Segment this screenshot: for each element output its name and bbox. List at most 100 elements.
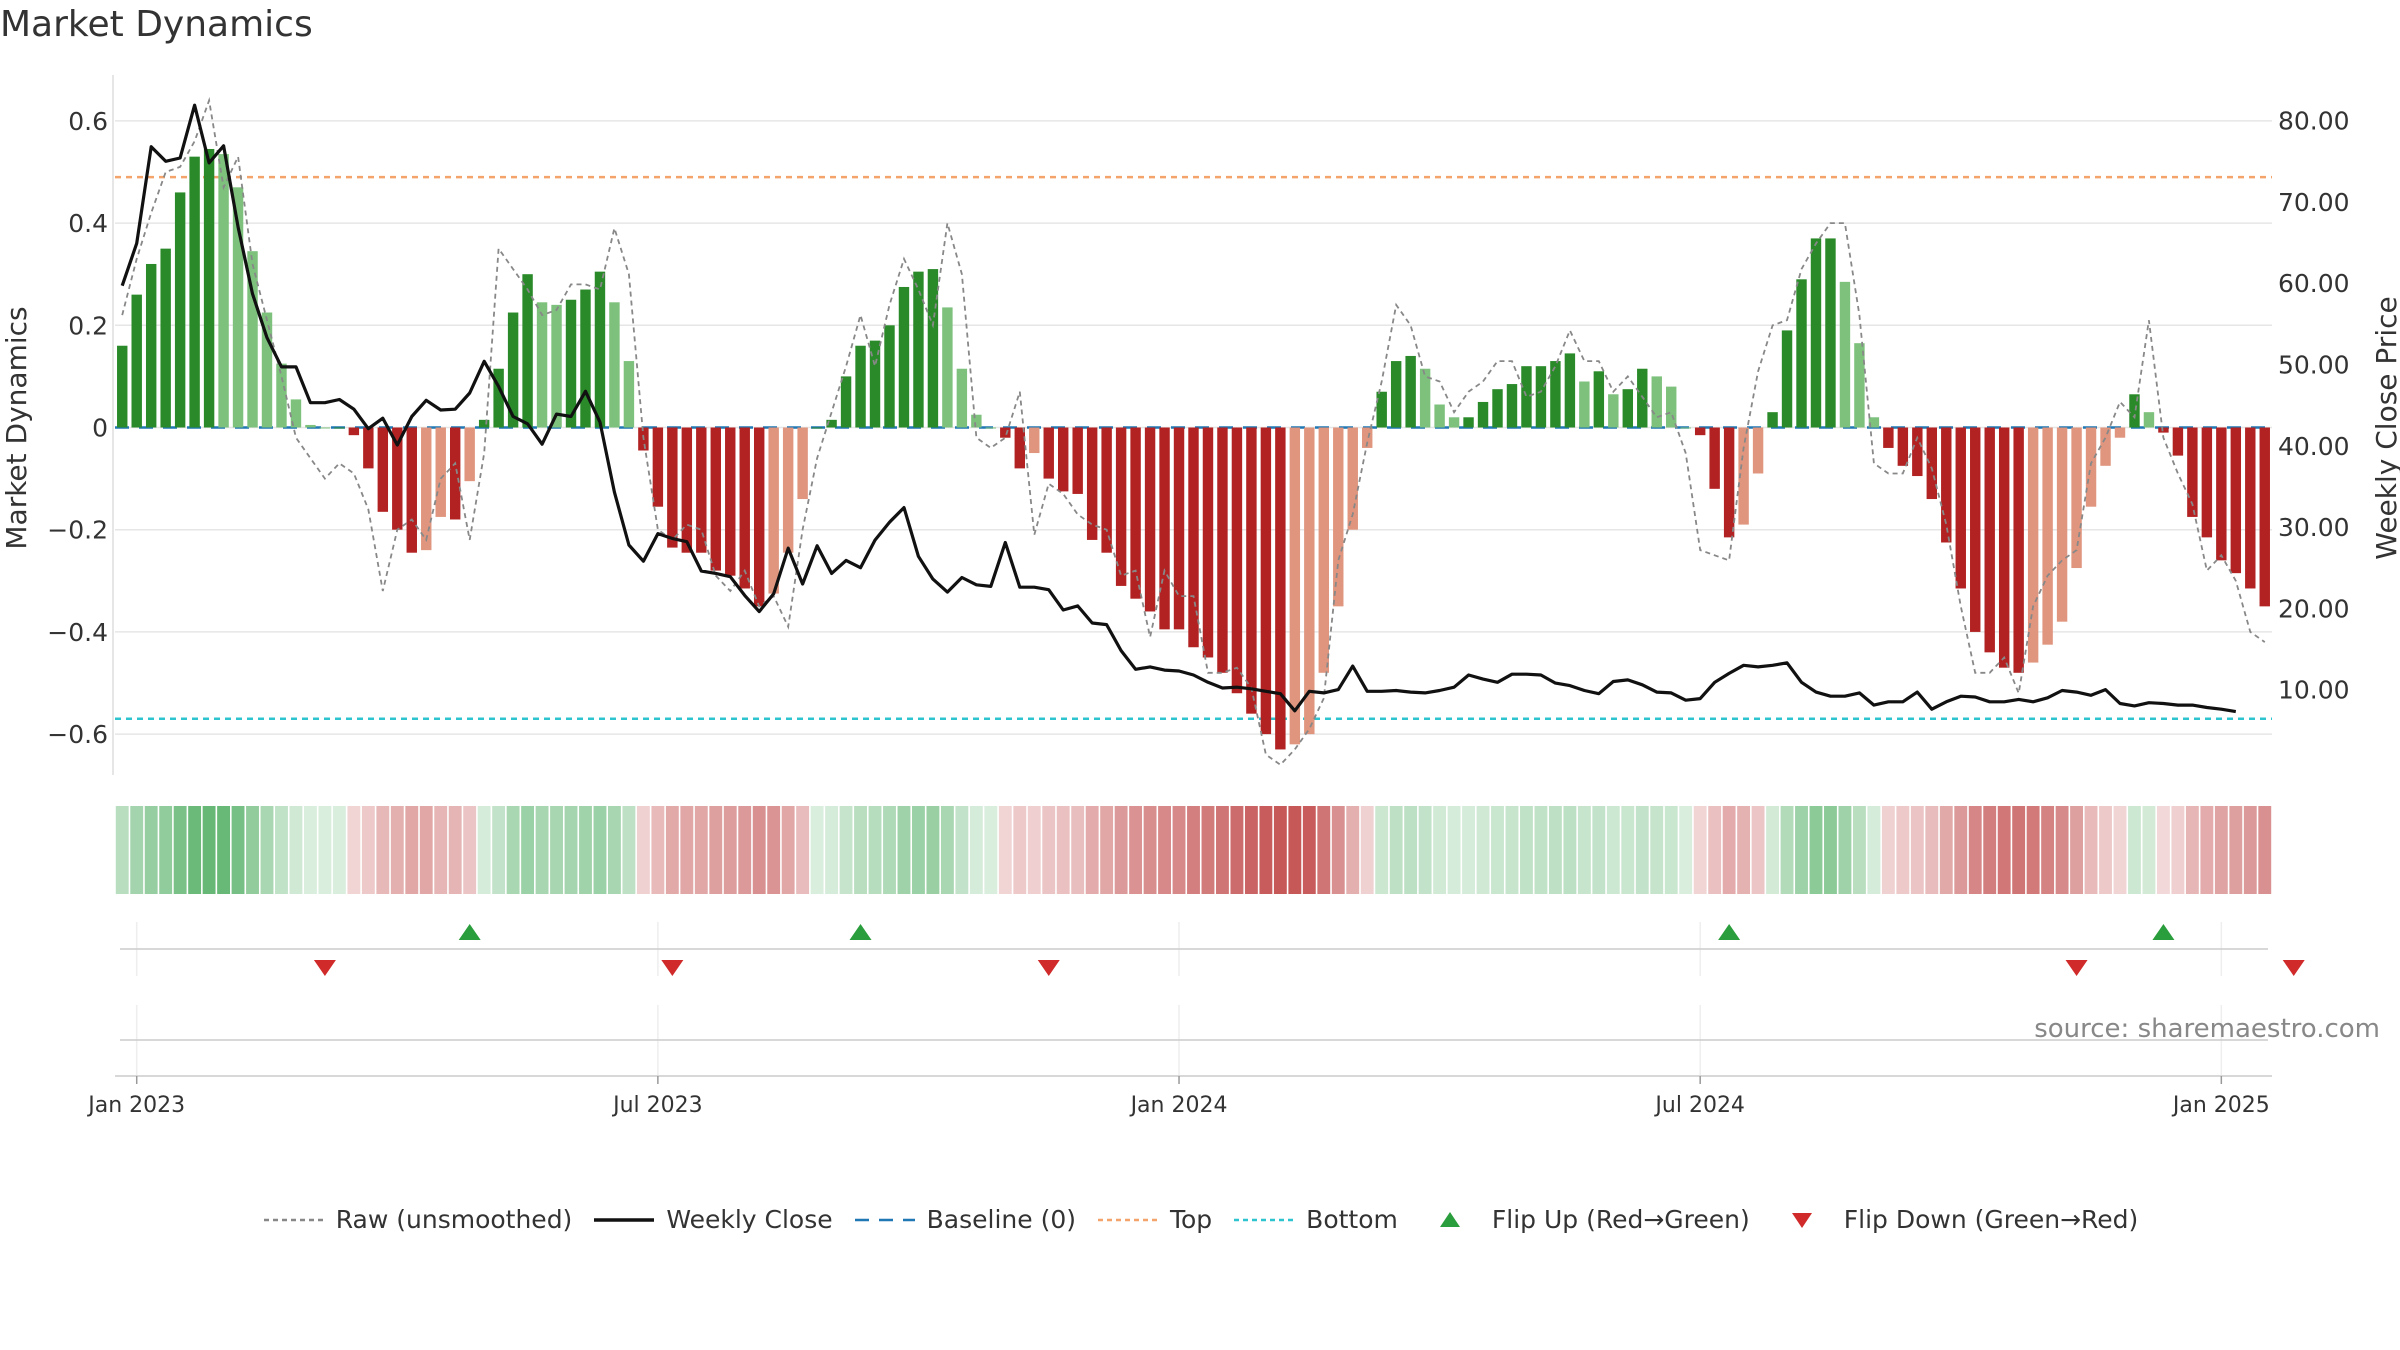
strip-cell	[390, 806, 404, 894]
strip-cell	[839, 806, 853, 894]
histogram-bar	[594, 271, 606, 428]
axes: 0.6 0.4 0.2 0 −0.2 −0.4 −0.6 80.00 70.00 60.00 50.…	[47, 75, 2350, 1118]
histogram-bar	[884, 325, 895, 428]
legend-label: Flip Down (Green→Red)	[1843, 1205, 2139, 1234]
strip-cell	[897, 806, 911, 894]
y-tick-label: −0.2	[47, 516, 108, 545]
y2-tick-label: 50.00	[2278, 351, 2350, 380]
strip-cell	[709, 806, 723, 894]
histogram-bar	[1275, 427, 1286, 750]
strip-cell	[2070, 806, 2084, 894]
histogram-bar	[1955, 427, 1966, 589]
source-note: source: sharemaestro.com	[2034, 1014, 2380, 1044]
histogram-bar	[971, 414, 982, 428]
strip-cell	[1635, 806, 1649, 894]
strip-cell	[665, 806, 679, 894]
strip-cell	[1867, 806, 1881, 894]
histogram-bar	[464, 427, 475, 482]
flip-up-marker	[458, 924, 481, 940]
y2-tick-label: 30.00	[2278, 513, 2350, 542]
histogram-bar	[1101, 427, 1112, 553]
strip-cell	[1114, 806, 1128, 894]
strip-cell	[2099, 806, 2112, 894]
strip-cell	[1650, 806, 1664, 894]
strip-cell	[1187, 806, 1200, 894]
strip-cell	[622, 806, 636, 894]
strip-cell	[1577, 806, 1591, 894]
strip-cell	[173, 806, 187, 894]
strip-cell	[1259, 806, 1273, 894]
strip-cell	[1331, 806, 1345, 894]
histogram-bar	[435, 427, 446, 517]
strip-cell	[1418, 806, 1432, 894]
histogram-bar	[1564, 353, 1576, 428]
strip-cell	[593, 806, 607, 894]
histogram-bar	[898, 286, 910, 428]
histogram-bar	[1115, 427, 1127, 586]
histogram-bar	[1173, 427, 1185, 630]
histogram-bar	[1419, 368, 1431, 428]
strip-cell	[477, 806, 491, 894]
strip-cell	[2258, 806, 2272, 894]
histogram-bar	[493, 368, 504, 428]
legend-swatch	[1791, 1212, 1812, 1228]
histogram-bar	[1376, 391, 1387, 428]
strip-cell	[434, 806, 448, 894]
histogram-bar	[1086, 427, 1098, 540]
weekly-close-line	[120, 103, 2237, 714]
histogram-bar	[1767, 412, 1778, 428]
histogram-bar	[1246, 427, 1257, 714]
histogram-bar	[1593, 371, 1605, 428]
histogram-bar	[348, 427, 360, 436]
chart-title: Market Dynamics	[0, 4, 313, 45]
strip-cell	[1664, 806, 1678, 894]
histogram-bar	[1752, 427, 1764, 474]
histogram-bar	[1405, 355, 1416, 428]
strip-cell	[535, 806, 549, 894]
histogram-bar	[290, 399, 302, 428]
regime-strip	[115, 806, 2272, 894]
histogram-bar	[1231, 427, 1243, 694]
histogram-bar	[623, 361, 635, 428]
flip-down-marker	[2065, 960, 2088, 976]
strip-cell	[2229, 806, 2243, 894]
strip-cell	[2055, 806, 2069, 894]
histogram-bar	[1289, 427, 1301, 745]
histogram-bar	[2143, 412, 2155, 428]
histogram-bar	[363, 427, 374, 469]
legend-item: Raw (unsmoothed)	[262, 1205, 572, 1234]
strip-cell	[1766, 806, 1779, 894]
histogram-bar	[160, 248, 171, 428]
histogram-bar	[1608, 394, 1619, 428]
histogram-bar	[869, 340, 881, 428]
strip-cell	[926, 806, 940, 894]
histogram-bar	[449, 427, 461, 520]
histogram-bar	[203, 148, 215, 428]
histogram-bar	[421, 427, 432, 551]
histogram-bar	[1159, 427, 1170, 630]
strip-cell	[1129, 806, 1143, 894]
histogram-bar	[942, 307, 953, 428]
histogram-bar	[478, 419, 490, 428]
strip-cell	[723, 806, 737, 894]
strip-cell	[579, 806, 592, 894]
strip-cell	[1881, 806, 1895, 894]
histogram-bar	[927, 269, 939, 428]
strip-cell	[202, 806, 216, 894]
legend-label: Top	[1169, 1205, 1213, 1234]
strip-cell	[376, 806, 390, 894]
histogram-bar	[232, 187, 244, 428]
strip-cell	[1939, 806, 1953, 894]
histogram-bar	[522, 274, 533, 428]
strip-cell	[825, 806, 839, 894]
strip-cell	[810, 806, 824, 894]
strip-cell	[2084, 806, 2098, 894]
histogram-bar	[1535, 366, 1547, 428]
strip-cell	[2041, 806, 2055, 894]
strip-cell	[796, 806, 810, 894]
histogram-bar	[1998, 427, 2010, 668]
y-tick-label: 0.4	[68, 209, 108, 238]
strip-cell	[1216, 806, 1229, 894]
flip-markers	[313, 924, 2305, 976]
